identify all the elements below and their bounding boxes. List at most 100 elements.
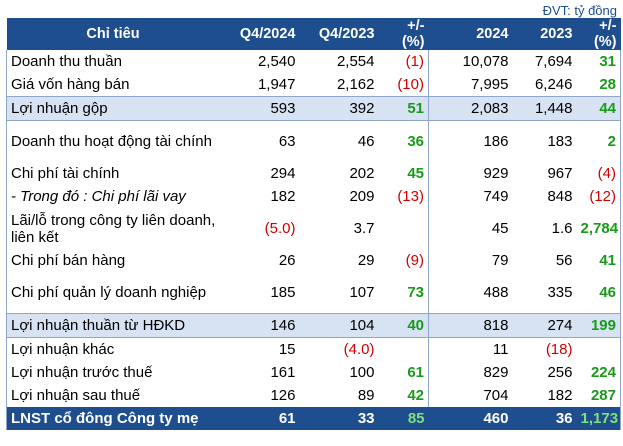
cell-y-change: (12) xyxy=(576,185,621,208)
unit-note: ĐVT: tỷ đồng xyxy=(542,3,617,18)
cell-2024: 929 xyxy=(428,162,513,185)
cell-y-change: 2,784 xyxy=(576,208,621,249)
header-q-change: +/- (%) xyxy=(378,18,429,50)
table-row: Lãi/lỗ trong công ty liên doanh, liên kế… xyxy=(6,208,621,249)
table-row: Chi phí tài chính 294 202 45 929 967 (4) xyxy=(6,162,621,185)
cell-q4-2023: 33 xyxy=(299,407,379,430)
cell-q-change xyxy=(379,208,429,249)
header-q4-2023: Q4/2023 xyxy=(299,18,379,50)
cell-q4-2024: 182 xyxy=(270,188,296,205)
cell-2024: 818 xyxy=(428,313,513,338)
cell-q-change: 42 xyxy=(407,387,424,404)
cell-q4-2024: 294 xyxy=(270,165,296,182)
cell-q-change: 73 xyxy=(407,284,424,301)
cell-q-change: 40 xyxy=(378,313,429,338)
cell-q4-2023: 209 xyxy=(349,188,375,205)
income-statement-table: Chỉ tiêu Q4/2024 Q4/2023 +/- (%) 2024 20… xyxy=(6,18,621,430)
table-row: Lợi nhuận thuần từ HĐKD 146 104 40 818 2… xyxy=(6,313,621,338)
cell-2023: 56 xyxy=(555,252,573,269)
row-label: - Trong đó : Chi phí lãi vay xyxy=(6,185,220,208)
cell-2024: 704 xyxy=(428,384,513,407)
row-label: Giá vốn hàng bán xyxy=(6,73,220,97)
row-label: Lợi nhuận gộp xyxy=(6,96,220,121)
cell-q4-2024: (5.0) xyxy=(264,220,296,237)
cell-q4-2023: 89 xyxy=(357,387,375,404)
row-label: Doanh thu hoạt động tài chính xyxy=(6,120,220,162)
cell-2024: 7,995 xyxy=(428,73,513,97)
header-q4-2024: Q4/2024 xyxy=(219,18,300,50)
cell-q4-2023: 202 xyxy=(349,165,375,182)
row-label: Chi phí bán hàng xyxy=(6,249,220,272)
cell-q4-2023: 104 xyxy=(299,313,379,338)
cell-q4-2023: 100 xyxy=(349,364,375,381)
table-row: Chi phí quản lý doanh nghiệp 185 107 73 … xyxy=(6,272,621,314)
cell-q4-2023: 29 xyxy=(357,252,375,269)
cell-q-change: (13) xyxy=(397,188,424,205)
header-indicator: Chỉ tiêu xyxy=(6,18,220,50)
cell-q4-2024: 593 xyxy=(219,96,300,121)
cell-q-change: (9) xyxy=(405,252,424,269)
table-row: - Trong đó : Chi phí lãi vay 182 209 (13… xyxy=(6,185,621,208)
cell-y-change: 1,173 xyxy=(576,407,621,430)
table-row: Lợi nhuận khác 15 (4.0) 11 (18) xyxy=(6,337,621,362)
row-label: Lãi/lỗ trong công ty liên doanh, liên kế… xyxy=(6,208,220,249)
table-header-row: Chỉ tiêu Q4/2024 Q4/2023 +/- (%) 2024 20… xyxy=(6,18,621,50)
cell-q-change: (10) xyxy=(397,76,424,93)
table-row: Lợi nhuận trước thuế 161 100 61 829 256 … xyxy=(6,361,621,384)
header-2024: 2024 xyxy=(428,18,513,50)
cell-2023: 274 xyxy=(512,313,577,338)
cell-2023: 182 xyxy=(547,387,573,404)
cell-y-change: 44 xyxy=(576,96,621,121)
cell-q4-2023: 2,554 xyxy=(336,53,375,70)
cell-y-change: 199 xyxy=(576,313,621,338)
row-label: Chi phí tài chính xyxy=(6,162,220,185)
cell-q4-2023: (4.0) xyxy=(343,341,375,358)
row-label: Doanh thu thuần xyxy=(6,50,220,73)
cell-q4-2024: 63 xyxy=(278,133,296,150)
cell-q-change: 85 xyxy=(378,407,429,430)
row-label: Lợi nhuận thuần từ HĐKD xyxy=(6,313,220,338)
cell-q-change: 36 xyxy=(407,133,424,150)
cell-q4-2023: 3.7 xyxy=(353,220,375,237)
cell-q4-2024: 1,947 xyxy=(257,76,296,93)
cell-2023: 256 xyxy=(547,364,573,381)
row-label: Lợi nhuận trước thuế xyxy=(6,361,220,384)
cell-q4-2024: 61 xyxy=(219,407,300,430)
table-row: Doanh thu hoạt động tài chính 63 46 36 1… xyxy=(6,120,621,162)
cell-2024: 79 xyxy=(428,249,513,272)
cell-q4-2023: 392 xyxy=(299,96,379,121)
cell-q4-2024: 15 xyxy=(278,341,296,358)
cell-q-change xyxy=(379,338,429,362)
cell-y-change: 224 xyxy=(576,361,621,384)
table-row: Lợi nhuận gộp 593 392 51 2,083 1,448 44 xyxy=(6,96,621,121)
cell-q-change: (1) xyxy=(405,53,424,70)
cell-q-change: 61 xyxy=(407,364,424,381)
cell-q-change: 51 xyxy=(378,96,429,121)
cell-2023: 36 xyxy=(512,407,577,430)
table-row: Doanh thu thuần 2,540 2,554 (1) 10,078 7… xyxy=(6,50,621,73)
header-y-change: +/- (%) xyxy=(576,18,621,50)
cell-2023: 6,246 xyxy=(534,76,573,93)
cell-2024: 11 xyxy=(428,337,513,361)
cell-y-change: (4) xyxy=(576,162,621,185)
cell-2024: 460 xyxy=(428,407,513,430)
cell-q-change: 45 xyxy=(407,165,424,182)
cell-2023: 967 xyxy=(547,165,573,182)
cell-2023: 1,448 xyxy=(512,96,577,121)
cell-2023: (18) xyxy=(545,341,573,358)
cell-y-change: 46 xyxy=(576,272,621,314)
cell-2023: 335 xyxy=(547,284,573,301)
cell-2024: 749 xyxy=(428,185,513,208)
cell-2024: 829 xyxy=(428,361,513,384)
cell-y-change: 2 xyxy=(576,120,621,162)
cell-q4-2023: 107 xyxy=(349,284,375,301)
cell-y-change: 28 xyxy=(576,73,621,97)
cell-2023: 848 xyxy=(547,188,573,205)
cell-q4-2024: 26 xyxy=(278,252,296,269)
cell-2024: 45 xyxy=(428,208,513,249)
table-row: Giá vốn hàng bán 1,947 2,162 (10) 7,995 … xyxy=(6,73,621,97)
cell-2023: 1.6 xyxy=(551,220,573,237)
row-label: LNST cổ đông Công ty mẹ xyxy=(6,407,220,430)
cell-2023: 183 xyxy=(547,133,573,150)
